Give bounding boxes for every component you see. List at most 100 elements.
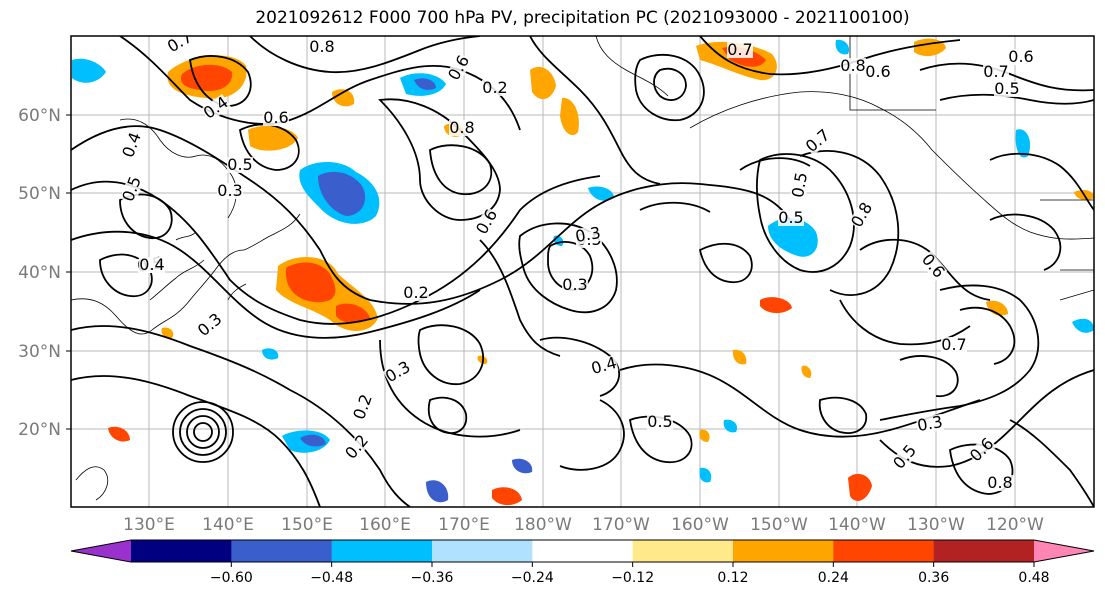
contour-label-background [941, 337, 967, 353]
colorbar-tick-label: −0.36 [411, 570, 454, 586]
contour-label-background [840, 58, 866, 74]
contour-label-background [217, 183, 243, 199]
contour-label: 0.8 [449, 118, 474, 137]
contour-label: 0.5 [778, 208, 803, 227]
lat-label: 50°N [18, 184, 61, 204]
colorbar-tick-label: −0.12 [611, 570, 654, 586]
contour-label-background [987, 475, 1013, 491]
contour-label: 0.7 [941, 335, 966, 354]
contour-label: 0.8 [987, 473, 1012, 492]
colorbar-segment [933, 540, 1035, 562]
colorbar-tick-label: 0.24 [818, 570, 849, 586]
contour-label-background [473, 206, 501, 238]
contour-label: 0.8 [840, 56, 865, 75]
contour-label: 0.7 [727, 40, 752, 59]
colorbar-tick-label: −0.48 [310, 570, 353, 586]
contour-label-background [918, 250, 948, 282]
contour-label-background [403, 285, 429, 301]
contour-label-background [865, 64, 891, 80]
lon-label: 180°W [514, 515, 572, 535]
contour-label-background [589, 354, 619, 378]
contour-label: 0.5 [788, 171, 811, 199]
contour-label-background [802, 126, 834, 156]
colorbar: −0.60 −0.48 −0.36 −0.24 −0.12 0.12 0.24 0.36 0.4… [70, 539, 1095, 586]
lat-label: 20°N [18, 420, 61, 440]
colorbar-outline [70, 539, 1095, 563]
lon-label: 130°E [123, 515, 175, 535]
contour-label-background [482, 80, 508, 96]
contour-label: 0.5 [647, 412, 672, 431]
contour-label-background [848, 199, 876, 231]
colorbar-tick-label: 0.48 [1018, 570, 1049, 586]
contour-label-background [573, 224, 603, 246]
pv-vortex-contours [172, 401, 234, 463]
colorbar-segment [532, 540, 634, 562]
contour-label: 0.6 [263, 108, 288, 127]
contour-label-background [227, 157, 253, 173]
contour-label: 0.4 [139, 255, 164, 274]
precip-positive-shading [108, 38, 1094, 506]
axis-tick-marks [66, 114, 71, 430]
lon-label: 140°W [828, 515, 886, 535]
colorbar-segment [131, 540, 232, 562]
contour-label: 0.3 [916, 412, 944, 435]
contour-label-background [120, 130, 144, 160]
contour-label: 0.3 [574, 223, 602, 246]
lon-label: 160°E [359, 515, 411, 535]
contour-label-background [194, 310, 226, 340]
lon-label: 170°W [592, 515, 650, 535]
colorbar-segment [733, 540, 834, 562]
colorbar-segment [833, 540, 935, 562]
colorbar-tick-label: −0.60 [210, 570, 253, 586]
precip-negative-shading [72, 39, 1094, 503]
longitude-labels: 130°E 140°E 150°E 160°E 170°E 180°W 170°… [123, 515, 1044, 535]
contour-label-background [778, 210, 804, 226]
contour-label-background [789, 170, 811, 200]
contour-label-background [309, 39, 335, 55]
contour-label: 0.2 [403, 283, 428, 302]
lon-label: 150°E [281, 515, 333, 535]
lat-label: 60°N [18, 106, 61, 126]
contour-label-background [120, 174, 144, 204]
contour-label-background [983, 64, 1009, 80]
contour-label-background [200, 93, 232, 123]
contour-label-background [449, 120, 475, 136]
contour-label: 0.2 [482, 78, 507, 97]
colorbar-tick-label: 0.12 [717, 570, 748, 586]
contour-label-background [351, 392, 375, 422]
lon-label: 120°W [986, 515, 1044, 535]
contour-label-background [727, 42, 753, 58]
colorbar-segment [432, 540, 533, 562]
contour-label-background [890, 441, 920, 473]
contour-label-background [1008, 49, 1034, 65]
lon-label: 160°W [671, 515, 729, 535]
contour-label: 0.5 [994, 79, 1019, 98]
colorbar-tick-label: 0.36 [918, 570, 949, 586]
lat-label: 40°N [18, 263, 61, 283]
colorbar-tick-label: −0.24 [511, 570, 554, 586]
contour-label-background [342, 431, 372, 463]
contour-label: 0.8 [309, 37, 334, 56]
lat-label: 30°N [18, 342, 61, 362]
colorbar-segment [331, 540, 433, 562]
lon-label: 140°E [202, 515, 254, 535]
colorbar-extend-min [71, 540, 131, 562]
lon-label: 130°W [907, 515, 965, 535]
contour-label-background [647, 414, 673, 430]
contour-label-background [915, 413, 945, 435]
contour-label-background [139, 257, 165, 273]
contour-label-background [164, 36, 196, 56]
contour-label: 0.3 [217, 181, 242, 200]
lon-label: 150°W [750, 515, 808, 535]
map-title: 2021092612 F000 700 hPa PV, precipitatio… [255, 8, 910, 28]
colorbar-extend-max [1034, 540, 1094, 562]
contour-label-background [263, 110, 289, 126]
contour-label-background [994, 81, 1020, 97]
contour-label: 0.5 [227, 155, 252, 174]
colorbar-segment [231, 540, 333, 562]
latitude-labels: 60°N 50°N 40°N 30°N 20°N [18, 106, 61, 440]
contour-label-background [562, 277, 588, 293]
contour-label-background [382, 358, 414, 386]
colorbar-segment [632, 540, 734, 562]
